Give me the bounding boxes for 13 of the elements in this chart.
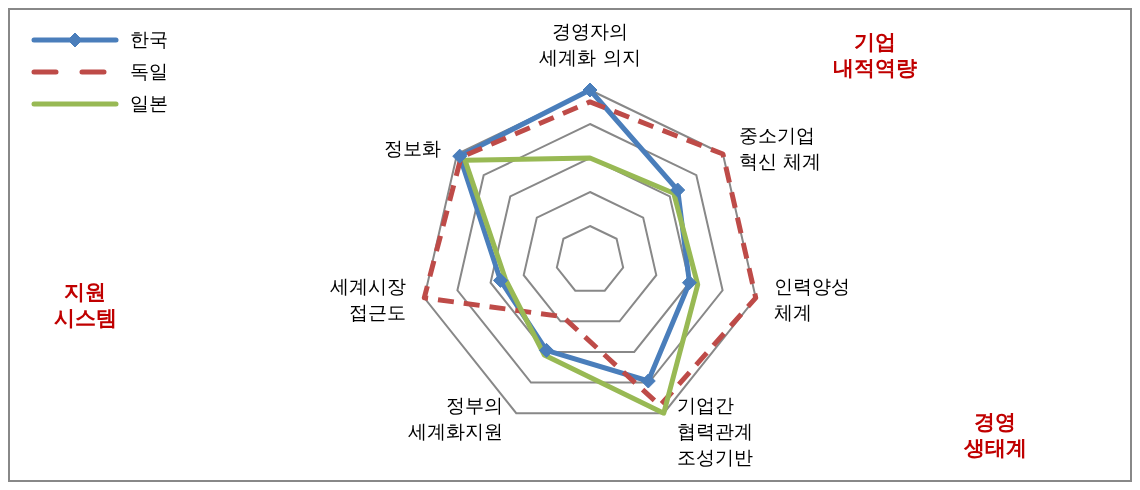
spoke-label: 기업간 협력관계 조성기반: [677, 394, 754, 469]
spoke-label: 정부의 세계화지원: [407, 394, 503, 443]
spoke-label: 경영자의 세계화 의지: [539, 20, 641, 68]
spoke-label: 정보화: [383, 137, 441, 160]
text: 지원 시스템: [53, 279, 117, 331]
spoke-label: 인력양성 체계: [773, 274, 850, 323]
legend-label: 일본: [130, 91, 168, 116]
text: 기업 내적역량: [833, 29, 917, 81]
text: 경영 생태계: [963, 409, 1027, 461]
legend-label: 독일: [130, 59, 168, 84]
spoke-label: 중소기업 혁신 체계: [739, 124, 822, 173]
legend-label: 한국: [130, 27, 168, 52]
spoke-label: 세계시장 접근도: [330, 274, 407, 323]
